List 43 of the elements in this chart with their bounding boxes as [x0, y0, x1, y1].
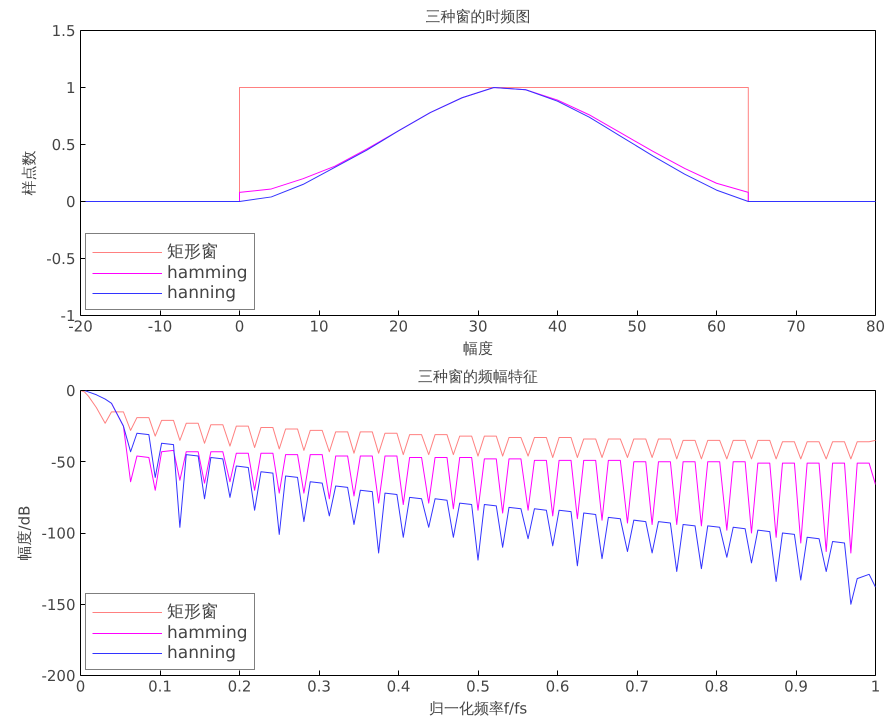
line-series	[80, 390, 876, 460]
x-tick-label: 60	[706, 318, 726, 336]
y-tick-label: -150	[41, 596, 76, 614]
x-tick-label: -10	[148, 318, 172, 336]
legend-label: hanning	[167, 283, 236, 303]
x-tick-label: 70	[786, 318, 806, 336]
x-tick-label: 0.5	[466, 678, 490, 696]
chart-title: 三种窗的频幅特征	[418, 368, 538, 386]
y-tick-label: -200	[41, 667, 76, 685]
x-tick-label: 0.4	[386, 678, 410, 696]
legend-label: 矩形窗	[167, 241, 218, 263]
x-axis-title: 幅度	[463, 340, 493, 358]
x-tick-label: 0.9	[784, 678, 808, 696]
x-tick-label: 0.6	[546, 678, 570, 696]
y-axis-title: 幅度/dB	[15, 506, 34, 560]
x-tick-label: 50	[627, 318, 647, 336]
x-tick-label: 0.8	[704, 678, 728, 696]
x-tick-label: 1	[870, 678, 880, 696]
y-axis-title: 样点数	[20, 150, 38, 196]
x-tick-label: 10	[309, 318, 329, 336]
legend-label: 矩形窗	[167, 601, 218, 623]
y-tick-label: 0	[66, 382, 76, 400]
legend-label: hamming	[167, 263, 248, 283]
x-tick-label: 0.1	[148, 678, 172, 696]
y-tick-label: 1	[66, 79, 76, 97]
y-tick-label: 1.5	[52, 22, 76, 40]
chart-title: 三种窗的时频图	[426, 8, 530, 26]
x-tick-label: 0.3	[307, 678, 331, 696]
y-tick-label: 0.5	[52, 136, 76, 154]
y-tick-label: -50	[51, 453, 76, 472]
legend-label: hamming	[167, 623, 248, 643]
y-tick-label: -0.5	[46, 250, 76, 268]
x-tick-label: 20	[388, 318, 408, 336]
x-tick-label: 0.2	[228, 678, 252, 696]
x-axis-title: 归一化频率f/fs	[428, 700, 528, 718]
x-tick-label: 80	[866, 318, 886, 336]
y-tick-label: 0	[66, 193, 76, 211]
x-tick-label: 30	[468, 318, 488, 336]
x-tick-label: 0	[234, 318, 244, 336]
x-tick-label: 0.7	[625, 678, 649, 696]
legend-label: hanning	[167, 643, 236, 663]
y-tick-label: -100	[41, 524, 76, 542]
x-tick-label: 40	[548, 318, 568, 336]
